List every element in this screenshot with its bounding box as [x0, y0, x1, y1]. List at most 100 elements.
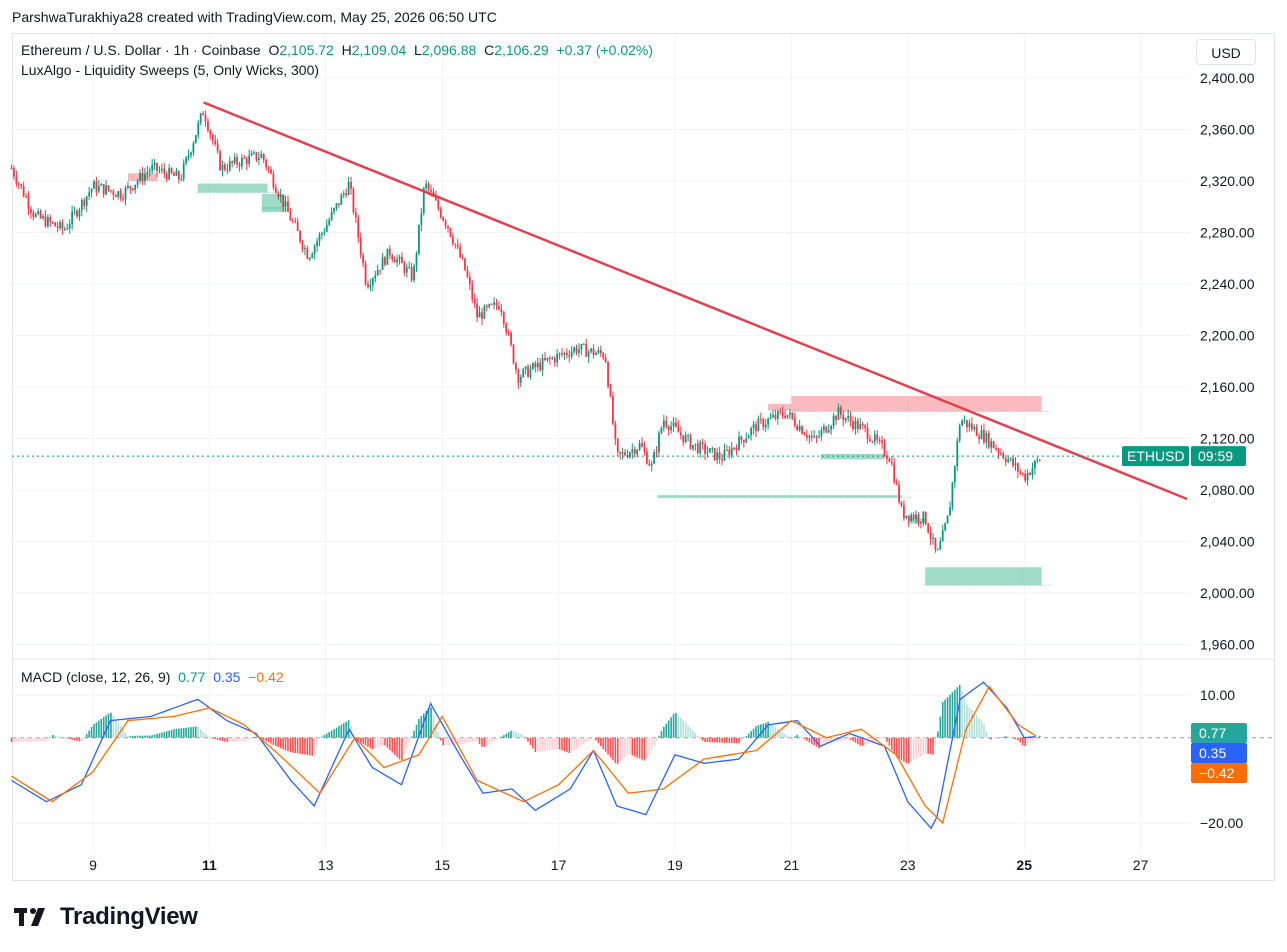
macd-histogram	[10, 684, 1041, 764]
histogram-bar	[64, 737, 66, 739]
candle-body	[342, 193, 345, 195]
histogram-bar	[536, 737, 539, 752]
histogram-bar	[151, 735, 153, 738]
candle-body	[813, 436, 816, 438]
candle-body	[194, 135, 197, 144]
histogram-bar	[721, 737, 723, 743]
histogram-bar	[245, 737, 248, 741]
time-tick-label: 19	[667, 857, 683, 873]
histogram-bar	[342, 723, 345, 738]
histogram-bar	[527, 737, 529, 742]
candle-body	[107, 185, 110, 191]
histogram-bar	[680, 718, 682, 738]
histogram-bar	[924, 737, 927, 754]
candle-body	[886, 455, 888, 460]
histogram-bar	[313, 737, 316, 755]
histogram-bar	[852, 737, 854, 742]
candle-body	[842, 414, 845, 421]
histogram-bar	[987, 737, 990, 739]
histogram-bar	[777, 728, 779, 738]
candle-body	[248, 155, 251, 165]
liquidity-zone-green	[197, 183, 268, 193]
histogram-bar	[372, 737, 374, 750]
candle-body	[738, 436, 740, 451]
candle-body	[672, 422, 675, 427]
candle-body	[464, 258, 466, 271]
histogram-bar	[522, 735, 524, 738]
histogram-bar	[422, 713, 425, 738]
histogram-bar	[587, 737, 590, 741]
candle-body	[944, 523, 947, 531]
candle-body	[180, 179, 183, 181]
histogram-bar	[495, 737, 498, 740]
currency-button[interactable]: USD	[1196, 39, 1256, 65]
histogram-bar	[716, 737, 718, 743]
histogram-bar	[284, 737, 287, 751]
candle-body	[844, 418, 847, 421]
histogram-bar	[519, 734, 522, 738]
histogram-bar	[170, 729, 173, 738]
histogram-bar	[636, 737, 638, 758]
candle-body	[71, 211, 74, 225]
histogram-bar	[929, 737, 932, 755]
candle-body	[296, 222, 299, 231]
candle-body	[556, 354, 559, 363]
histogram-bar	[735, 737, 738, 744]
candle-body	[561, 353, 563, 355]
candle-body	[238, 164, 241, 167]
candle-body	[461, 257, 464, 259]
histogram-bar	[17, 737, 20, 742]
histogram-bar	[420, 716, 423, 738]
histogram-bar	[978, 717, 980, 738]
candle-body	[912, 514, 915, 520]
histogram-bar	[672, 714, 675, 738]
histogram-bar	[949, 694, 951, 738]
histogram-bar	[449, 737, 452, 745]
histogram-bar	[861, 737, 864, 746]
histogram-bar	[653, 737, 655, 746]
histogram-bar	[486, 737, 488, 746]
histogram-bar	[803, 737, 806, 740]
macd-legend[interactable]: MACD (close, 12, 26, 9) 0.77 0.35 −0.42	[21, 669, 284, 685]
candle-body	[384, 257, 386, 265]
candle-body	[498, 305, 500, 310]
histogram-bar	[699, 737, 702, 739]
candle-body	[478, 312, 481, 318]
histogram-bar	[510, 730, 512, 738]
symbol-legend: Ethereum / U.S. Dollar · 1h · Coinbase O…	[21, 42, 653, 58]
candle-body	[667, 426, 670, 431]
indicator-legend[interactable]: LuxAlgo - Liquidity Sweeps (5, Only Wick…	[21, 62, 320, 78]
histogram-bar	[541, 737, 544, 752]
candle-body	[641, 443, 643, 447]
liquidity-zone-green	[261, 206, 286, 212]
histogram-bar	[272, 737, 275, 745]
histogram-bar	[178, 728, 180, 738]
candle-body	[531, 363, 534, 369]
histogram-bar	[211, 737, 214, 739]
candle-body	[56, 226, 59, 228]
candle-body	[97, 185, 100, 192]
histogram-bar	[253, 737, 255, 738]
histogram-bar	[752, 728, 755, 738]
histogram-bar	[42, 737, 44, 742]
candle-body	[961, 420, 964, 426]
histogram-bar	[980, 720, 983, 738]
candle-body	[481, 312, 483, 319]
candle-body	[946, 515, 949, 524]
histogram-bar	[954, 689, 956, 738]
macd-tag-label: 0.35	[1199, 745, 1226, 761]
histogram-bar	[32, 737, 35, 742]
histogram-bar	[747, 733, 750, 738]
candle-body	[650, 463, 653, 466]
histogram-bar	[793, 736, 796, 738]
candle-body	[175, 171, 178, 176]
candle-body	[408, 267, 411, 269]
candle-body	[388, 248, 391, 256]
tradingview-logo[interactable]: TradingView	[14, 903, 198, 931]
histogram-bar	[663, 726, 665, 738]
candle-body	[830, 426, 833, 430]
candle-body	[473, 299, 476, 304]
candle-body	[134, 184, 137, 190]
candle-body	[32, 212, 35, 217]
